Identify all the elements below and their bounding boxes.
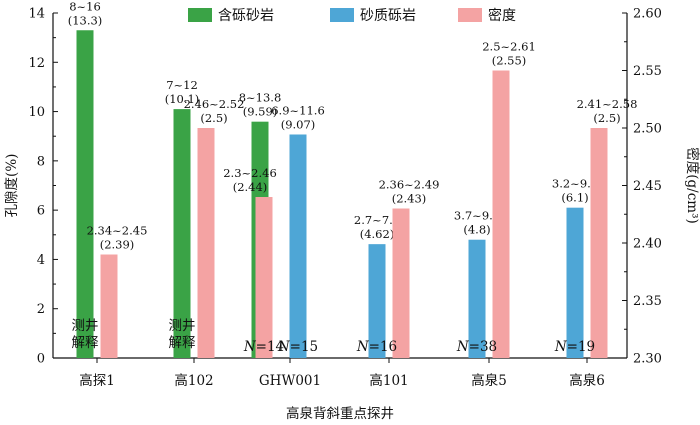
left-tick-label: 12 — [28, 56, 45, 71]
bar-密度-高探1 — [100, 254, 118, 358]
bar-密度-GHW001 — [255, 197, 273, 358]
x-tick-label: 高探1 — [79, 372, 115, 389]
right-tick-label: 2.50 — [633, 122, 662, 137]
bar-密度-高泉5 — [492, 70, 510, 358]
data-label-mean: (10.1) — [165, 92, 200, 106]
data-label-range: 2.5~2.61 — [482, 40, 536, 54]
data-label-range: 3.7~9.4 — [454, 209, 500, 223]
data-label-range: 8~13.8 — [239, 91, 282, 105]
data-label-range: 3.2~9.2 — [552, 177, 598, 191]
data-label-range: 6.9~11.6 — [271, 103, 325, 117]
annotation-text: 测井 — [72, 318, 99, 334]
legend-swatch-含砾砂岩 — [188, 8, 212, 22]
right-tick-label: 2.30 — [633, 352, 662, 367]
data-label-range: 2.41~2.58 — [577, 97, 638, 111]
bar-砂质砾岩-高泉5 — [468, 239, 486, 358]
legend-label-含砾砂岩: 含砾砂岩 — [218, 8, 274, 24]
x-tick-label: GHW001 — [259, 373, 321, 389]
bar-含砾砂岩-高102 — [173, 109, 191, 358]
left-tick-label: 2 — [37, 302, 45, 317]
left-tick-label: 8 — [37, 154, 45, 169]
data-label-mean: (2.5) — [593, 111, 620, 125]
bar-含砾砂岩-高探1 — [76, 30, 94, 358]
sample-count-label: N=16 — [356, 339, 397, 355]
legend-label-砂质砾岩: 砂质砾岩 — [360, 8, 416, 24]
data-label-mean: (2.43) — [392, 192, 427, 206]
annotation-text: 解释 — [72, 335, 99, 351]
data-label-mean: (2.44) — [233, 180, 268, 194]
data-label-mean: (2.55) — [492, 54, 527, 68]
x-tick-label: 高泉5 — [471, 372, 507, 389]
left-tick-label: 10 — [28, 105, 45, 120]
bar-密度-高101 — [392, 208, 410, 358]
data-label-range: 2.34~2.45 — [87, 224, 148, 238]
annotation-text: 测井 — [169, 318, 196, 334]
bar-密度-高泉6 — [590, 128, 608, 358]
data-label-mean: (4.62) — [360, 227, 395, 241]
right-axis-title: 密度(g/cm³) — [684, 147, 700, 224]
data-label-mean: (2.5) — [200, 111, 227, 125]
bar-密度-高102 — [197, 128, 215, 358]
x-tick-label: 高102 — [174, 372, 213, 389]
sample-count-label: N=15 — [277, 339, 318, 355]
legend-swatch-砂质砾岩 — [330, 8, 354, 22]
x-tick-label: 高泉6 — [569, 372, 605, 389]
right-tick-label: 2.60 — [633, 7, 662, 22]
legend-label-密度: 密度 — [488, 7, 516, 24]
left-tick-label: 6 — [37, 204, 45, 219]
data-label-range: 2.3~2.46 — [223, 166, 277, 180]
left-tick-label: 14 — [28, 7, 45, 22]
bar-砂质砾岩-GHW001 — [289, 134, 307, 358]
data-label-mean: (4.8) — [463, 223, 490, 237]
annotation-text: 解释 — [169, 335, 196, 351]
right-tick-label: 2.35 — [633, 294, 662, 309]
data-label-range: 2.46~2.52 — [184, 97, 245, 111]
data-label-range: 7~12 — [166, 78, 198, 92]
legend-swatch-密度 — [458, 8, 482, 22]
x-axis-title: 高泉背斜重点探井 — [286, 405, 394, 422]
data-label-mean: (2.39) — [100, 238, 135, 252]
right-tick-label: 2.55 — [633, 64, 662, 79]
data-label-mean: (9.59) — [243, 105, 278, 119]
right-tick-label: 2.40 — [633, 237, 662, 252]
data-label-range: 2.7~7.7 — [354, 213, 400, 227]
data-label-range: 2.36~2.49 — [379, 178, 440, 192]
bar-砂质砾岩-高101 — [368, 244, 386, 358]
data-label-mean: (13.3) — [68, 13, 103, 27]
sample-count-label: N=19 — [554, 339, 595, 355]
bar-砂质砾岩-高泉6 — [566, 207, 584, 358]
sample-count-label: N=38 — [456, 339, 497, 355]
right-tick-label: 2.45 — [633, 179, 662, 194]
data-label-range: 8~16 — [69, 0, 101, 13]
left-axis-title: 孔隙度(%) — [4, 154, 20, 218]
x-tick-label: 高101 — [369, 372, 408, 389]
data-label-mean: (9.07) — [281, 117, 316, 131]
data-label-mean: (6.1) — [561, 191, 588, 205]
sample-count-label: N=14 — [243, 339, 284, 355]
left-tick-label: 4 — [37, 253, 45, 268]
left-tick-label: 0 — [37, 352, 45, 367]
